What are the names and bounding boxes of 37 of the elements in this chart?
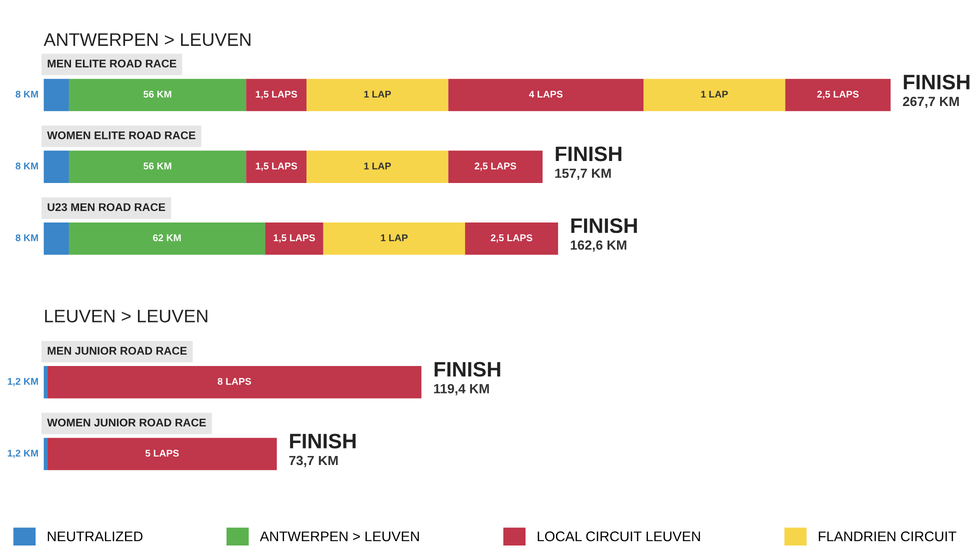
annotation: 5 LAPS bbox=[145, 450, 179, 457]
y-tick-label: WOMEN ELITE ROAD RACE bbox=[47, 131, 196, 140]
annotation: 2,5 LAPS bbox=[817, 90, 859, 100]
data-label: 8 KM bbox=[16, 90, 38, 98]
total-label: FINISH 162,6 KM bbox=[570, 218, 637, 252]
annotation: 1 LAP bbox=[364, 162, 391, 170]
annotation: 2,5 LAPS bbox=[490, 234, 532, 243]
legend-label: NEUTRALIZED bbox=[48, 532, 143, 542]
annotation: 1 LAP bbox=[364, 90, 391, 98]
data-label: 1,2 KM bbox=[8, 378, 38, 386]
total-label: FINISH 73,7 KM bbox=[289, 434, 356, 468]
annotation: 1,5 LAPS bbox=[256, 162, 298, 171]
total-label: FINISH 267,7 KM bbox=[902, 74, 970, 108]
annotation: 4 LAPS bbox=[529, 90, 563, 98]
data-label: 8 KM bbox=[16, 162, 38, 170]
y-tick-label: U23 MEN ROAD RACE bbox=[48, 203, 166, 212]
data-label: 56 KM bbox=[144, 162, 172, 170]
annotation: 1,5 LAPS bbox=[256, 90, 298, 100]
total-label: FINISH 157,7 KM bbox=[555, 146, 622, 180]
annotation: 2,5 LAPS bbox=[474, 162, 516, 171]
y-tick-label: MEN ELITE ROAD RACE bbox=[48, 60, 176, 68]
data-label: 56 KM bbox=[144, 90, 172, 98]
annotation: ANTWERPEN > LEUVEN bbox=[44, 33, 250, 46]
annotation: 8 LAPS bbox=[218, 378, 252, 385]
data-label: 1,2 KM bbox=[8, 450, 38, 458]
annotation: 1,5 LAPS bbox=[274, 234, 315, 243]
y-tick-label: MEN JUNIOR ROAD RACE bbox=[48, 346, 187, 355]
annotation: 1 LAP bbox=[701, 90, 728, 98]
legend-label: LOCAL CIRCUIT LEUVEN bbox=[538, 531, 700, 542]
y-tick-label: WOMEN JUNIOR ROAD RACE bbox=[47, 418, 206, 426]
data-label: 8 KM bbox=[16, 234, 38, 242]
data-label: 62 KM bbox=[153, 234, 181, 242]
annotation: 1 LAP bbox=[381, 234, 408, 242]
legend-label: ANTWERPEN > LEUVEN bbox=[260, 532, 419, 542]
legend-label: FLANDRIEN CIRCUIT bbox=[818, 531, 956, 542]
annotation: LEUVEN > LEUVEN bbox=[45, 310, 208, 322]
total-label: FINISH 119,4 KM bbox=[434, 362, 500, 396]
